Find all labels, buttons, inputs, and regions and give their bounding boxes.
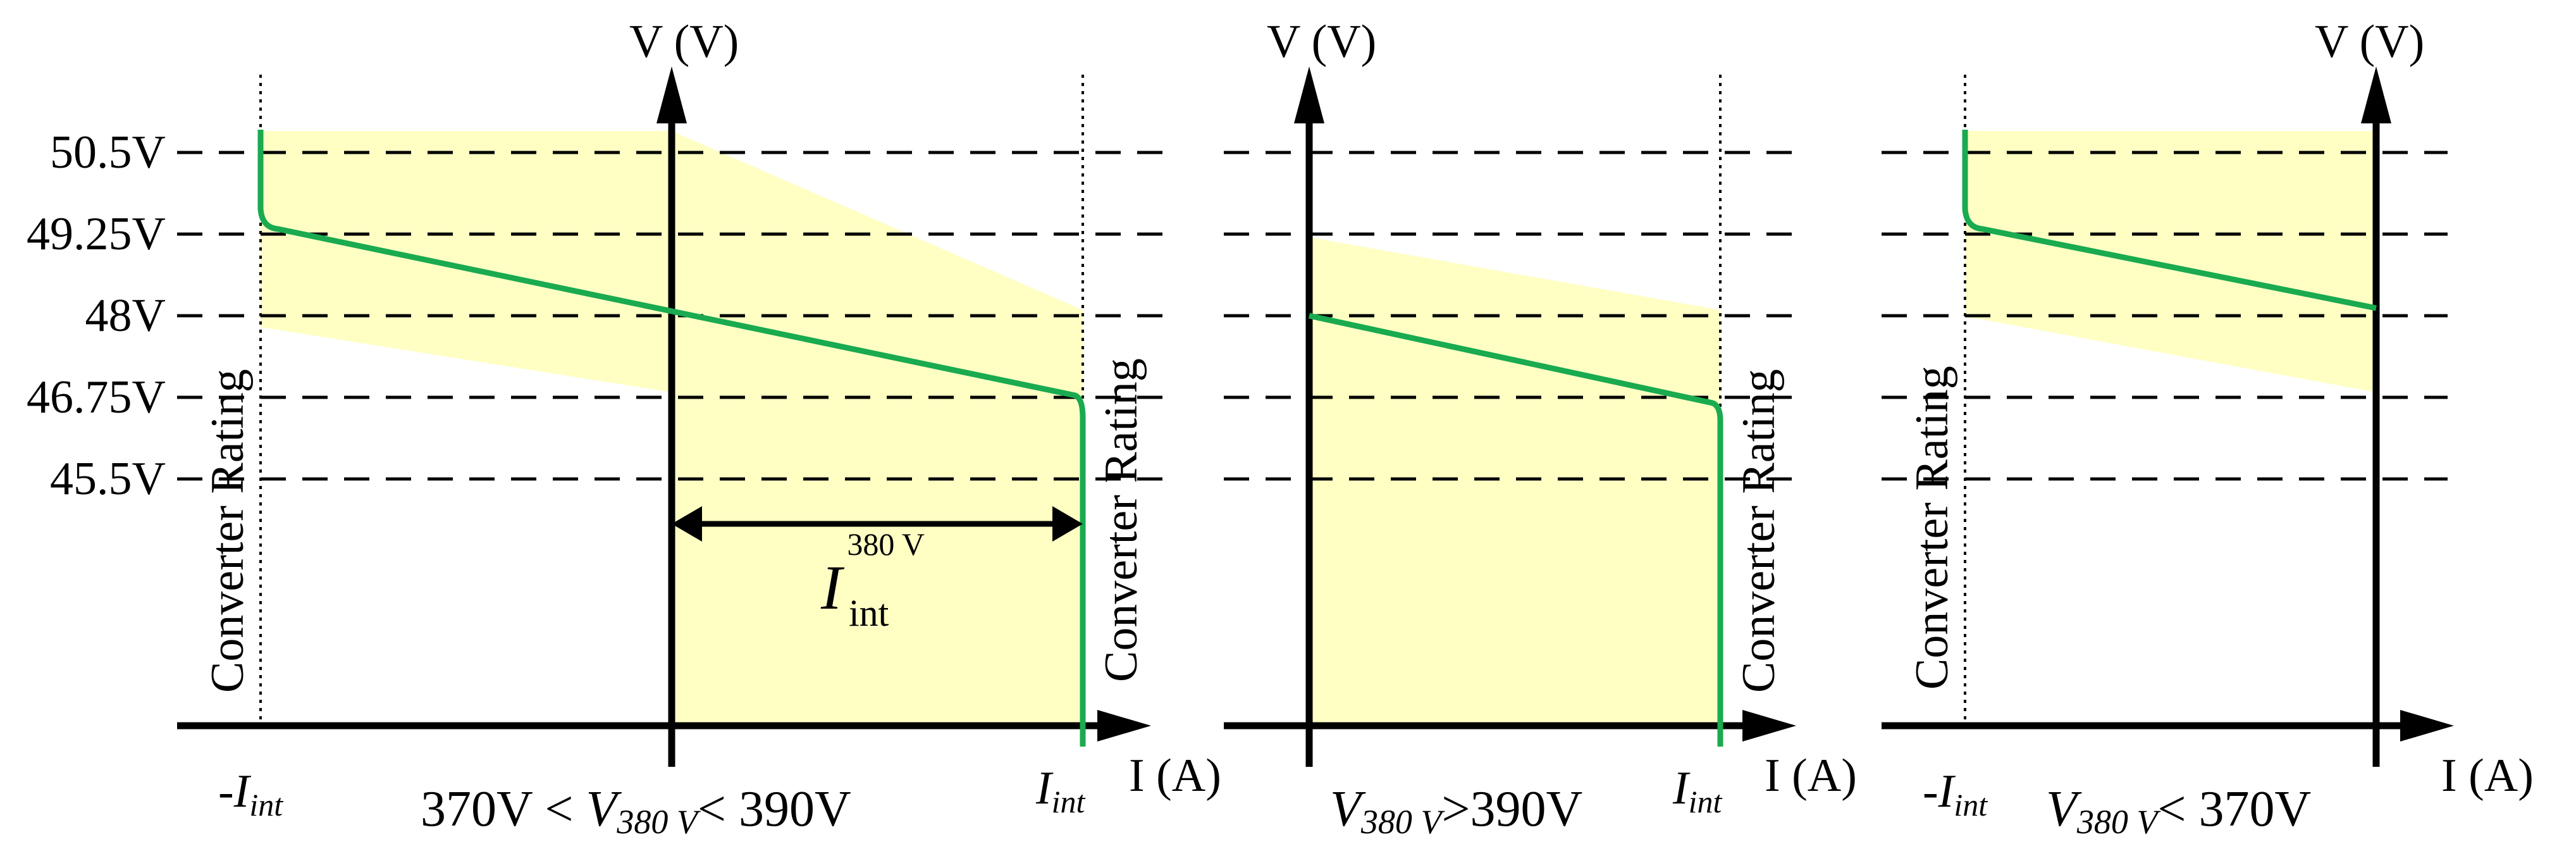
- condition-labels: 370V < V380 V< 390V V380 V>390V V380 V< …: [421, 781, 2311, 841]
- current-subscript: int: [249, 787, 283, 823]
- interface-current-arrow-right: [1052, 506, 1083, 542]
- condition-prefix: 370V <: [421, 781, 586, 837]
- condition-suffix: < 370V: [2157, 781, 2311, 837]
- panel1-v-axis-arrow: [656, 66, 687, 123]
- panel3-v-axis-label: V (V): [2315, 16, 2424, 68]
- neg-current-limit-panel3: -Iint: [1923, 766, 1988, 823]
- condition-var: V: [1330, 781, 1366, 837]
- condition-sub: 380 V: [616, 803, 701, 841]
- rating-label-panel1-left: Converter Rating: [202, 369, 254, 693]
- panel2-v-axis-label: V (V): [1267, 16, 1376, 68]
- pos-current-limit-panel2: Iint: [1672, 762, 1723, 819]
- droop-curves: [257, 130, 2377, 747]
- condition-suffix: < 390V: [698, 781, 851, 837]
- interface-current-label: I380 V int: [820, 526, 925, 634]
- axes: [177, 66, 2454, 767]
- interface-current-superscript: 380 V: [847, 526, 925, 562]
- pos-current-limit-panel1: Iint: [1035, 762, 1086, 819]
- axis-titles: V (V) V (V) V (V) I (A) I (A) I (A): [629, 16, 2534, 802]
- voltage-label-49-25: 49.25V: [27, 208, 166, 260]
- rating-label-panel2-right: Converter Rating: [1733, 369, 1785, 693]
- interface-current-subscript: int: [849, 592, 889, 634]
- current-limit-labels: -Iint Iint Iint -Iint: [218, 762, 1988, 823]
- current-subscript: int: [1052, 784, 1086, 819]
- panel1-droop-curve: [257, 130, 1086, 747]
- current-subscript: int: [1954, 787, 1988, 823]
- neg-prefix: -: [218, 766, 234, 817]
- panel2-i-axis-arrow: [1742, 710, 1796, 742]
- current-symbol: I: [233, 766, 252, 817]
- panel2-v-axis-arrow: [1294, 66, 1324, 123]
- voltage-level-lines: [177, 151, 2448, 481]
- panel1-condition: 370V < V380 V< 390V: [421, 781, 851, 841]
- panel1-positive-band: [672, 131, 1083, 726]
- current-symbol: I: [1672, 762, 1691, 814]
- voltage-label-45-5: 45.5V: [50, 453, 166, 505]
- condition-sub: 380 V: [2076, 803, 2162, 841]
- rating-label-panel3-left: Converter Rating: [1906, 366, 1958, 690]
- panel2-condition: V380 V>390V: [1330, 781, 1582, 841]
- panel2-droop-curve: [1309, 313, 1723, 747]
- voltage-label-46-75: 46.75V: [27, 371, 166, 423]
- condition-suffix: >390V: [1441, 781, 1582, 837]
- panel3-i-axis-arrow: [2400, 710, 2454, 742]
- voltage-label-50-5: 50.5V: [50, 127, 166, 178]
- neg-prefix: -: [1923, 766, 1938, 817]
- panel3-condition: V380 V< 370V: [2046, 781, 2311, 841]
- condition-var: V: [2046, 781, 2082, 837]
- condition-var: V: [586, 781, 622, 837]
- condition-sub: 380 V: [1360, 803, 1446, 841]
- panel1-right-top-band: [672, 237, 1083, 392]
- panel1-left-band: [261, 131, 672, 392]
- voltage-labels: 50.5V 49.25V 48V 46.75V 45.5V: [27, 127, 166, 505]
- panel3-droop-curve: [1962, 130, 2377, 311]
- panel3-band: [1965, 131, 2376, 392]
- interface-current-symbol: I: [820, 552, 845, 623]
- panel2-band: [1309, 237, 1720, 726]
- voltage-label-48: 48V: [85, 290, 166, 342]
- interface-current-arrow-left: [672, 506, 702, 542]
- rating-label-panel1-right: Converter Rating: [1095, 358, 1147, 682]
- panel1-i-axis-label: I (A): [1129, 750, 1221, 802]
- panel1-v-axis-label: V (V): [629, 16, 739, 68]
- panel3-i-axis-label: I (A): [2441, 750, 2534, 802]
- panel2-i-axis-label: I (A): [1765, 750, 1857, 802]
- panel3-v-axis-arrow: [2361, 66, 2391, 123]
- panel1-i-axis-arrow: [1097, 710, 1151, 742]
- current-symbol: I: [1035, 762, 1054, 814]
- operating-regions: [261, 131, 2376, 726]
- converter-rating-labels: Converter Rating Converter Rating Conver…: [202, 358, 1958, 693]
- neg-current-limit-panel1: -Iint: [218, 766, 283, 823]
- interface-current-dimension: [672, 506, 1083, 542]
- current-symbol: I: [1938, 766, 1956, 817]
- current-subscript: int: [1689, 784, 1723, 819]
